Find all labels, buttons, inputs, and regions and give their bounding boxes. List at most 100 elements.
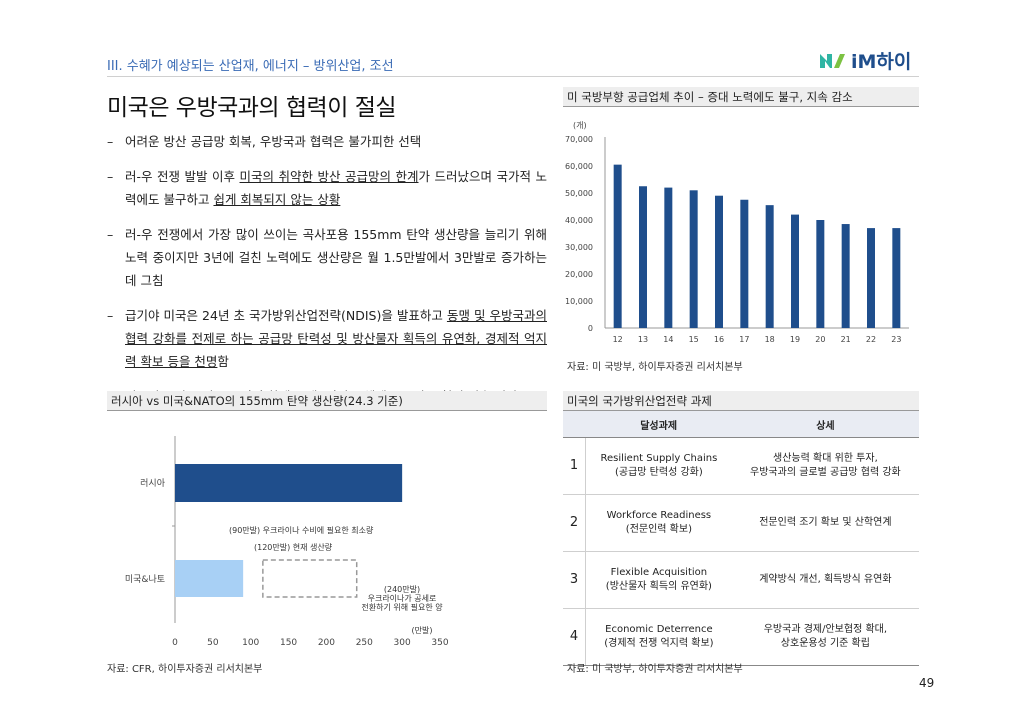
x-tick-label: 21 [841, 335, 851, 344]
y-tick-label: 30,000 [565, 243, 593, 252]
x-tick-label: 12 [613, 335, 623, 344]
bullet-text: 함 [217, 354, 229, 369]
x-tick-label: 13 [638, 335, 648, 344]
x-tick-label: 15 [689, 335, 699, 344]
header-divider [107, 76, 919, 77]
bullet-dash: – [107, 134, 114, 149]
x-tick-label: 100 [242, 638, 259, 648]
x-tick-label: 250 [356, 638, 373, 648]
ammo-chart-title: 러시아 vs 미국&NATO의 155mm 탄약 생산량(24.3 기준) [107, 391, 547, 411]
y-tick-label: 20,000 [565, 270, 593, 279]
supplier-bar-chart: (개) 0 10,000 20,000 30,000 40,000 50,000 60,000… [565, 120, 909, 344]
annotation-line: 전환하기 위해 필요한 양 [361, 602, 443, 612]
bullet-dash: – [107, 308, 114, 323]
x-tick-label: 16 [714, 335, 724, 344]
x-unit-label: (만발) [412, 625, 433, 635]
strategy-table: 달성과제 상세 1 Resilient Supply Chains (공급망 탄력… [563, 411, 919, 666]
strategy-table-source: 자료: 미 국방부, 하이투자증권 리서치본부 [567, 664, 743, 675]
x-tick-label: 150 [280, 638, 297, 648]
y-tick-label: 40,000 [565, 216, 593, 225]
col-header-detail: 상세 [731, 411, 919, 438]
y-tick-label: 0 [588, 324, 593, 333]
annotation-min-need: (90만발) 우크라이나 수비에 필요한 최소량 [229, 525, 374, 535]
bar-year-19 [791, 214, 799, 328]
row-number: 3 [563, 551, 586, 609]
section-label: III. 수혜가 예상되는 산업재, 에너지 – 방위산업, 조선 [107, 59, 394, 74]
logo-mark-icon [820, 54, 845, 68]
y-tick-label: 50,000 [565, 189, 593, 198]
bullet-text: 러-우 전쟁에서 가장 많이 쓰이는 곡사포용 155mm 탄약 생산량을 늘리… [125, 227, 547, 288]
bar-year-21 [841, 224, 850, 328]
x-tick-label: 19 [790, 335, 800, 344]
task-cell: Flexible Acquisition (방산물자 획득의 유연화) [585, 551, 732, 609]
bar-year-17 [740, 199, 749, 328]
bar-russia [175, 464, 403, 502]
bullet-text: 가 드러났으며 국가적 노력에도 불구하고 [125, 169, 548, 207]
table-row: 2 Workforce Readiness (전문인력 확보) 전문인력 조기 확… [563, 494, 919, 552]
row-number: 4 [563, 608, 586, 666]
supplier-chart-title: 미 국방부향 공급업체 추이 – 증대 노력에도 불구, 지속 감소 [563, 87, 919, 107]
detail-cell: 우방국과 경제/안보협정 확대, 상호운용성 기준 확립 [731, 608, 919, 666]
x-tick-label: 23 [891, 335, 901, 344]
task-cell: Resilient Supply Chains (공급망 탄력성 강화) [585, 437, 732, 495]
table-row: 4 Economic Deterrence (경제적 전쟁 억지력 확보) 우방국… [563, 608, 919, 666]
bar-us-nato [175, 560, 244, 597]
bullet-text: 어려운 방산 공급망 회복, 우방국과 협력은 불가피한 선택 [125, 134, 422, 149]
task-cell: Economic Deterrence (경제적 전쟁 억지력 확보) [585, 608, 732, 666]
im-hi-logo: iM하이 [820, 51, 911, 73]
row-number: 2 [563, 494, 586, 552]
bullet-emphasis: 동맹 및 우방국과의 협력 강화를 전제로 하는 공급망 탄력성 및 방산물자 … [125, 308, 547, 369]
x-tick-label: 350 [431, 638, 448, 648]
bullet-emphasis: 쉽게 회복되지 않는 상황 [213, 192, 341, 207]
x-tick-label: 0 [172, 638, 178, 648]
bar-year-15 [689, 190, 698, 328]
bullet-emphasis: 미국의 취약한 방산 공급망의 한계 [239, 169, 419, 184]
strategy-table-title: 미국의 국가방위산업전략 과제 [563, 391, 919, 411]
category-label: 러시아 [140, 478, 166, 489]
table-corner [563, 411, 586, 438]
x-tick-label: 22 [866, 335, 876, 344]
x-tick-label: 20 [815, 335, 825, 344]
annotation-current: (120만발) 현재 생산량 [254, 542, 333, 552]
detail-cell: 생산능력 확대 위한 투자, 우방국과의 글로벌 공급망 협력 강화 [731, 437, 919, 495]
col-header-task: 달성과제 [585, 411, 732, 438]
bullet-dash: – [107, 227, 114, 242]
table-row: 3 Flexible Acquisition (방산물자 획득의 유연화) 계약방… [563, 551, 919, 609]
bar-year-23 [892, 228, 901, 328]
bar-year-20 [816, 220, 825, 328]
page-title: 미국은 우방국과의 협력이 절실 [107, 95, 397, 121]
x-tick-label: 300 [394, 638, 411, 648]
bullet-item: – 급기야 미국은 24년 초 국가방위산업전략(NDIS)을 발표하고 동맹 및… [107, 304, 547, 373]
y-tick-label: 70,000 [565, 135, 593, 144]
logo-text: iM하이 [851, 51, 911, 73]
y-unit-label: (개) [573, 120, 587, 130]
table-row: 1 Resilient Supply Chains (공급망 탄력성 강화) 생산… [563, 437, 919, 495]
x-tick-label: 14 [663, 335, 673, 344]
bullet-item: – 러-우 전쟁 발발 이후 미국의 취약한 방산 공급망의 한계가 드러났으며 … [107, 165, 547, 211]
x-tick-label: 18 [765, 335, 775, 344]
bullet-dash: – [107, 169, 114, 184]
x-tick-label: 200 [318, 638, 335, 648]
page-number: 49 [919, 676, 935, 690]
x-tick-label: 17 [739, 335, 749, 344]
detail-cell: 전문인력 조기 확보 및 산학연계 [731, 494, 919, 552]
supplier-chart-source: 자료: 미 국방부, 하이투자증권 리서치본부 [567, 362, 743, 373]
annotation-line: 우크라이나가 공세로 [368, 593, 437, 603]
detail-cell: 계약방식 개선, 획득방식 유연화 [731, 551, 919, 609]
target-range-box [262, 559, 358, 598]
bar-year-22 [867, 228, 875, 328]
bullet-item: – 러-우 전쟁에서 가장 많이 쓰이는 곡사포용 155mm 탄약 생산량을 늘… [107, 223, 547, 292]
row-number: 1 [563, 437, 586, 495]
bullet-text: 러-우 전쟁 발발 이후 [125, 169, 240, 184]
ammo-chart-source: 자료: CFR, 하이투자증권 리서치본부 [107, 664, 263, 675]
bar-year-14 [664, 187, 673, 328]
bullet-item: – 어려운 방산 공급망 회복, 우방국과 협력은 불가피한 선택 [107, 130, 547, 153]
bar-year-12 [613, 164, 622, 328]
x-tick-label: 50 [207, 638, 219, 648]
bullet-text: 급기야 미국은 24년 초 국가방위산업전략(NDIS)을 발표하고 [125, 308, 447, 323]
bullet-list: – 어려운 방산 공급망 회복, 우방국과 협력은 불가피한 선택 – 러-우 전쟁 … [107, 130, 547, 420]
annotation-line: (240만발) [384, 584, 420, 594]
bar-year-13 [639, 186, 647, 328]
